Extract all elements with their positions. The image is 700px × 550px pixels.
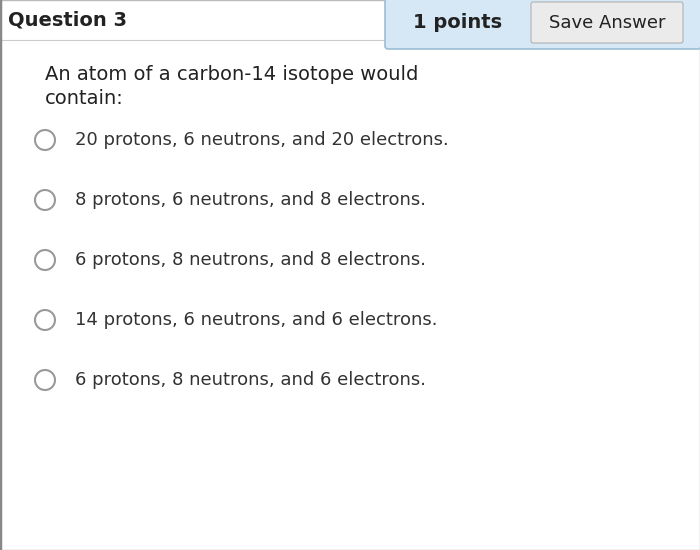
Text: 6 protons, 8 neutrons, and 8 electrons.: 6 protons, 8 neutrons, and 8 electrons.: [75, 251, 426, 269]
Text: Question 3: Question 3: [8, 10, 127, 30]
Circle shape: [35, 370, 55, 390]
Circle shape: [35, 250, 55, 270]
FancyBboxPatch shape: [385, 0, 700, 49]
Circle shape: [35, 130, 55, 150]
Text: Save Answer: Save Answer: [549, 14, 665, 31]
Text: 1 points: 1 points: [414, 14, 503, 32]
Text: contain:: contain:: [45, 89, 124, 108]
FancyBboxPatch shape: [531, 2, 683, 43]
Circle shape: [35, 310, 55, 330]
Text: 14 protons, 6 neutrons, and 6 electrons.: 14 protons, 6 neutrons, and 6 electrons.: [75, 311, 438, 329]
Text: 20 protons, 6 neutrons, and 20 electrons.: 20 protons, 6 neutrons, and 20 electrons…: [75, 131, 449, 149]
Text: 8 protons, 6 neutrons, and 8 electrons.: 8 protons, 6 neutrons, and 8 electrons.: [75, 191, 426, 209]
Text: An atom of a carbon-14 isotope would: An atom of a carbon-14 isotope would: [45, 65, 419, 84]
Circle shape: [35, 190, 55, 210]
Text: 6 protons, 8 neutrons, and 6 electrons.: 6 protons, 8 neutrons, and 6 electrons.: [75, 371, 426, 389]
